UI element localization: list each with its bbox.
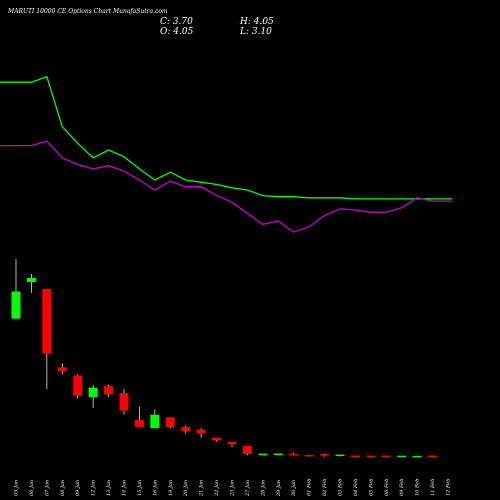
x-tick-label: 03 Feb — [338, 479, 344, 496]
x-tick-label: 15 Jan — [137, 480, 143, 496]
x-tick-label: 09 Jan — [75, 480, 81, 496]
x-tick-label: 20 Jan — [183, 480, 189, 497]
close-price-label: C: 3.70 — [160, 17, 193, 27]
x-tick-label: 21 Jan — [199, 480, 205, 497]
candle-body — [165, 417, 175, 427]
x-tick-label: 12 Jan — [91, 480, 97, 496]
candle-body — [150, 414, 160, 429]
indicator-lines — [0, 75, 452, 233]
candle-body — [412, 455, 422, 458]
green-series-line — [0, 75, 452, 200]
x-tick-label: 13 Jan — [106, 480, 112, 496]
x-tick-label: 05 Jan — [14, 480, 20, 496]
x-tick-label: 14 Jan — [122, 480, 128, 496]
candle-body — [181, 426, 191, 431]
x-tick-label: 23 Jan — [230, 480, 236, 497]
candle-body — [196, 429, 206, 434]
low-price-label: L: 3.10 — [240, 27, 272, 37]
open-price-label: O: 4.05 — [160, 27, 194, 37]
candle-body — [57, 367, 67, 372]
candle-body — [289, 453, 299, 456]
candle-body — [119, 393, 129, 411]
x-tick-label: 06 Feb — [384, 479, 390, 496]
magenta-series-line — [0, 140, 452, 233]
candle-body — [258, 453, 268, 456]
candle-body — [304, 454, 314, 457]
x-tick-label: 06 Jan — [29, 480, 35, 496]
candle-body — [227, 441, 237, 445]
chart-title: MARUTI 10000 CE Options Chart MunafaSutr… — [8, 8, 168, 15]
candle-body — [212, 437, 222, 441]
candle-body — [242, 445, 252, 454]
candle-body — [366, 455, 376, 458]
x-tick-label: 01 Feb — [307, 479, 313, 496]
x-tick-label: 12 Feb — [446, 479, 452, 496]
x-tick-label: 10 Feb — [415, 479, 421, 496]
x-tick-label: 07 Jan — [44, 480, 50, 496]
x-tick-label: 30 Jan — [291, 480, 297, 496]
x-tick-label: 27 Jan — [245, 480, 251, 497]
high-price-label: H: 4.05 — [240, 17, 274, 27]
candle-body — [335, 454, 345, 457]
x-axis-ticks: 05 Jan 06 Jan 07 Jan 08 Jan 09 Jan 12 Jan 13 J… — [14, 479, 452, 497]
candle-body — [273, 453, 283, 456]
x-tick-label: 08 Jan — [60, 480, 66, 496]
candle-body — [134, 420, 144, 427]
candle-body — [397, 455, 407, 458]
x-tick-label: 22 Jan — [214, 480, 220, 497]
x-tick-label: 02 Feb — [322, 479, 328, 496]
candle-body — [350, 455, 360, 458]
candle-body — [381, 455, 391, 458]
candle-body — [42, 288, 52, 354]
candle-body — [320, 453, 330, 456]
x-tick-label: 28 Jan — [260, 480, 266, 497]
x-tick-label: 11 Feb — [430, 479, 436, 496]
candle-body — [88, 387, 98, 398]
candle-body — [104, 386, 114, 395]
candle-body — [73, 375, 83, 396]
candle-body — [26, 278, 36, 283]
candles-group — [11, 259, 438, 458]
candle-body — [11, 291, 21, 319]
x-tick-label: 05 Feb — [368, 479, 374, 496]
x-tick-label: 16 Jan — [152, 480, 158, 496]
candle-body — [428, 455, 438, 458]
x-tick-label: 09 Feb — [399, 479, 405, 496]
x-tick-label: 19 Jan — [168, 480, 174, 496]
x-tick-label: 29 Jan — [276, 480, 282, 497]
x-tick-label: 04 Feb — [353, 479, 359, 496]
